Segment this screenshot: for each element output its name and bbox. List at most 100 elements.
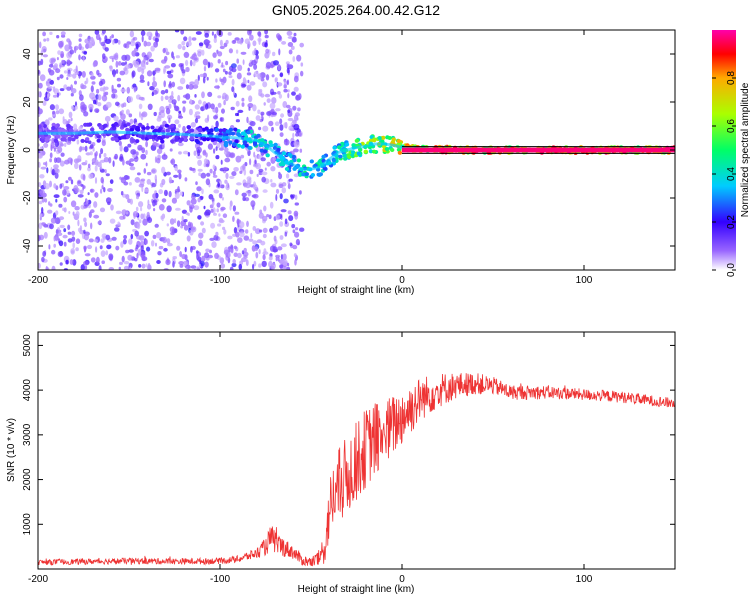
noise-point — [204, 32, 209, 38]
noise-point — [172, 261, 175, 268]
noise-point — [279, 118, 283, 125]
noise-point — [177, 43, 182, 50]
noise-point — [279, 264, 284, 269]
noise-point — [187, 152, 191, 157]
noise-point — [295, 227, 299, 231]
noise-point — [280, 243, 287, 248]
noise-point — [200, 172, 207, 179]
noise-point — [90, 209, 95, 214]
noise-point — [87, 163, 91, 169]
noise-point — [88, 211, 92, 218]
noise-point — [66, 140, 72, 145]
noise-point — [144, 188, 150, 193]
ridge-point — [347, 155, 352, 159]
noise-point — [59, 160, 65, 167]
noise-point — [264, 30, 268, 35]
noise-point — [140, 112, 146, 117]
ridge-point — [85, 137, 90, 142]
noise-point — [58, 108, 65, 115]
noise-point — [76, 139, 80, 145]
ridge-point — [321, 154, 326, 159]
noise-point — [60, 53, 64, 59]
noise-point — [239, 221, 245, 229]
noise-point — [78, 54, 81, 61]
noise-point — [155, 30, 159, 37]
noise-point — [223, 100, 226, 106]
ridge-point — [157, 128, 162, 133]
noise-point — [215, 155, 220, 160]
noise-point — [154, 67, 161, 72]
noise-point — [184, 264, 191, 269]
noise-point — [155, 242, 157, 247]
noise-point — [70, 179, 74, 185]
noise-point — [88, 103, 94, 110]
noise-point — [63, 84, 68, 90]
noise-point — [160, 90, 166, 95]
ridge-point — [397, 150, 403, 155]
noise-point — [83, 229, 86, 234]
ridge-point — [240, 144, 245, 149]
noise-point — [146, 70, 153, 77]
noise-point — [287, 109, 291, 114]
noise-point — [83, 245, 87, 250]
noise-point — [137, 172, 141, 176]
noise-point — [99, 207, 106, 213]
noise-point — [46, 93, 50, 99]
ridge-point — [38, 128, 43, 133]
noise-point — [243, 247, 247, 253]
noise-point — [109, 65, 113, 72]
noise-point — [75, 105, 78, 110]
noise-point — [293, 123, 300, 131]
noise-point — [69, 49, 75, 55]
noise-point — [141, 68, 145, 75]
noise-point — [247, 67, 250, 72]
noise-point — [260, 93, 265, 98]
noise-point — [234, 211, 240, 215]
noise-point — [148, 58, 154, 63]
noise-point — [46, 167, 49, 174]
noise-point — [186, 235, 191, 242]
noise-point — [223, 249, 230, 256]
noise-point — [146, 123, 149, 127]
noise-point — [255, 115, 261, 121]
noise-point — [48, 244, 51, 250]
noise-point — [90, 72, 94, 77]
noise-point — [198, 263, 201, 268]
noise-point — [207, 143, 213, 150]
ridge-point — [263, 149, 268, 154]
noise-point — [108, 253, 114, 261]
noise-point — [145, 149, 148, 156]
noise-point — [291, 224, 296, 229]
noise-point — [142, 218, 148, 226]
ridge-point — [141, 126, 146, 131]
noise-point — [288, 178, 293, 182]
figure-title: GN05.2025.264.00.42.G12 — [272, 2, 440, 18]
noise-point — [95, 109, 99, 114]
noise-point — [185, 59, 189, 66]
noise-point — [201, 91, 205, 99]
noise-point — [38, 91, 41, 98]
noise-point — [66, 86, 72, 91]
noise-point — [58, 40, 64, 48]
x-tick-label: -100 — [210, 275, 230, 286]
noise-point — [94, 177, 98, 184]
noise-point — [275, 108, 281, 112]
noise-point — [68, 111, 73, 119]
noise-point — [132, 211, 139, 218]
noise-point — [158, 189, 163, 195]
noise-point — [65, 180, 69, 184]
noise-point — [191, 37, 197, 41]
noise-point — [100, 176, 104, 184]
noise-point — [50, 141, 55, 149]
noise-point — [249, 34, 254, 41]
noise-point — [294, 194, 298, 200]
noise-point — [105, 234, 111, 241]
noise-point — [264, 93, 271, 98]
noise-point — [75, 158, 82, 163]
noise-point — [63, 70, 68, 74]
noise-point — [87, 140, 92, 144]
noise-point — [156, 148, 163, 155]
noise-point — [143, 168, 147, 174]
noise-point — [194, 117, 199, 124]
noise-point — [138, 183, 145, 188]
